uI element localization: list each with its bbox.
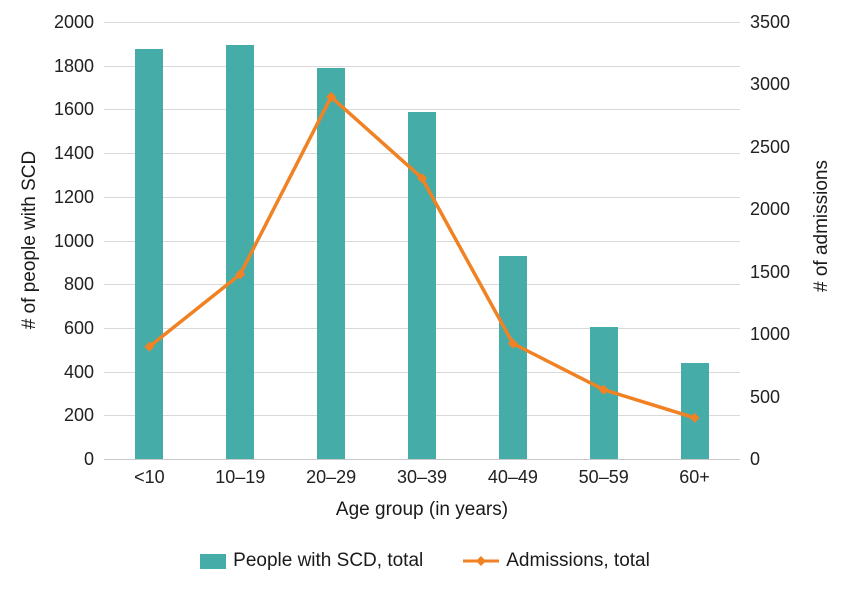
x-axis-tick-label: 20–29 <box>306 467 357 487</box>
bar <box>317 68 346 459</box>
x-axis-tick-label: 30–39 <box>396 467 448 487</box>
left-axis-tick-label: 800 <box>63 274 94 295</box>
line-series <box>144 91 700 423</box>
right-axis-tick-label: 3500 <box>750 12 791 32</box>
x-axis-tick-label: 40–49 <box>487 467 538 487</box>
right-axis-tick-label: 0 <box>750 449 761 469</box>
right-axis-tick-label: 500 <box>750 386 781 407</box>
left-axis-tick-label: 1400 <box>53 143 94 164</box>
left-axis-tick-label: 1000 <box>53 230 94 251</box>
left-axis-tick-label: 400 <box>63 361 94 382</box>
left-axis-title: # of people with SCD <box>19 150 40 330</box>
left-axis-tick-label: 1800 <box>53 55 94 76</box>
x-axis-tick-label: 60+ <box>679 467 710 487</box>
right-axis-tick-label: 3000 <box>750 74 791 95</box>
x-axis-tick-label: 10–19 <box>215 467 266 487</box>
line-marker-diamond-icon <box>417 173 427 184</box>
right-axis-title: # of admissions <box>811 159 832 293</box>
left-axis-tick-label: 1200 <box>53 186 94 207</box>
bar-series-swatch-icon <box>200 553 227 569</box>
gridline <box>104 22 740 23</box>
legend-item-admissions: Admissions, total <box>463 550 650 572</box>
left-axis-tick-label: 200 <box>63 405 94 426</box>
gridline <box>104 66 740 67</box>
legend-label-admissions: Admissions, total <box>506 550 650 571</box>
legend: People with SCD, total Admissions, total <box>0 550 850 572</box>
line-marker-diamond-icon <box>689 412 700 423</box>
bar <box>226 45 255 459</box>
x-axis-tick-label: <10 <box>134 467 165 487</box>
left-axis-tick-label: 2000 <box>53 12 94 32</box>
line-marker-diamond-icon <box>144 341 155 352</box>
legend-label-people-with-scd: People with SCD, total <box>233 550 424 571</box>
line-marker-diamond-icon <box>507 338 518 349</box>
left-axis-tick-label: 1600 <box>53 99 94 120</box>
x-axis-title: Age group (in years) <box>335 499 509 520</box>
bar <box>498 256 527 459</box>
line-marker-diamond-icon <box>326 91 337 102</box>
left-axis-tick-label: 0 <box>83 449 94 469</box>
line-marker-diamond-icon <box>235 269 246 280</box>
plot-area <box>104 22 740 460</box>
right-axis-tick-label: 2500 <box>750 136 791 157</box>
line-marker-diamond-icon <box>598 384 609 395</box>
line-series-swatch-icon <box>463 556 500 566</box>
right-axis-tick-label: 1500 <box>750 261 791 282</box>
x-axis-tick-label: 50–59 <box>578 467 629 487</box>
right-axis-tick-label: 1000 <box>750 324 791 345</box>
left-axis-tick-label: 600 <box>63 317 94 338</box>
gridline <box>104 109 740 110</box>
bar <box>135 49 164 459</box>
right-axis-tick-label: 2000 <box>750 199 791 220</box>
legend-item-people-with-scd: People with SCD, total <box>200 550 423 572</box>
bar <box>680 363 709 459</box>
